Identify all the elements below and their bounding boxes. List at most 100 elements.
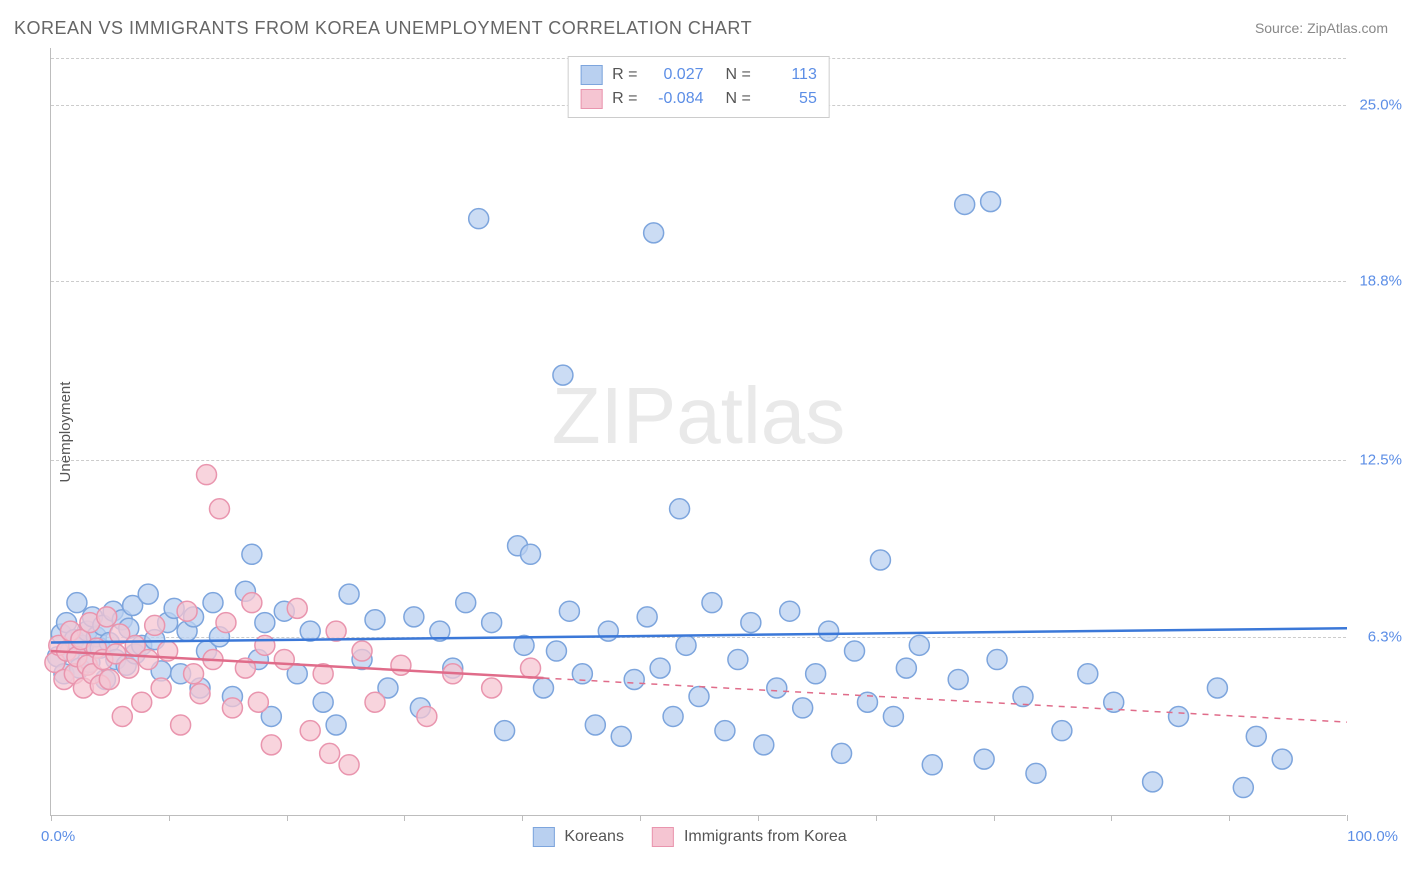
data-point <box>313 692 333 712</box>
data-point <box>209 499 229 519</box>
data-point <box>1169 706 1189 726</box>
data-point <box>974 749 994 769</box>
data-point <box>793 698 813 718</box>
data-point <box>754 735 774 755</box>
legend-series-label: Immigrants from Korea <box>684 828 847 846</box>
data-point <box>883 706 903 726</box>
x-tick <box>522 815 523 821</box>
data-point <box>119 658 139 678</box>
legend-swatch <box>580 65 602 85</box>
data-point <box>553 365 573 385</box>
data-point <box>1233 778 1253 798</box>
data-point <box>1143 772 1163 792</box>
scatter-points-layer <box>51 48 1346 815</box>
data-point <box>767 678 787 698</box>
data-point <box>365 692 385 712</box>
data-point <box>819 621 839 641</box>
data-point <box>650 658 670 678</box>
data-point <box>242 544 262 564</box>
data-point <box>365 610 385 630</box>
data-point <box>99 669 119 689</box>
data-point <box>184 664 204 684</box>
x-axis-min-label: 0.0% <box>41 828 75 845</box>
data-point <box>702 593 722 613</box>
x-tick <box>404 815 405 821</box>
data-point <box>255 635 275 655</box>
data-point <box>987 650 1007 670</box>
legend-r-value: 0.027 <box>648 66 704 84</box>
data-point <box>1207 678 1227 698</box>
data-point <box>670 499 690 519</box>
data-point <box>637 607 657 627</box>
source-attribution: Source: ZipAtlas.com <box>1255 20 1388 36</box>
data-point <box>171 715 191 735</box>
x-tick <box>758 815 759 821</box>
x-axis-max-label: 100.0% <box>1347 828 1398 845</box>
data-point <box>300 621 320 641</box>
x-tick <box>1347 815 1348 821</box>
y-tick-label: 6.3% <box>1368 628 1402 645</box>
data-point <box>138 584 158 604</box>
data-point <box>611 726 631 746</box>
data-point <box>780 601 800 621</box>
data-point <box>741 613 761 633</box>
data-point <box>1078 664 1098 684</box>
legend-n-value: 55 <box>761 90 817 108</box>
legend-row: R = -0.084 N = 55 <box>580 87 817 111</box>
data-point <box>190 684 210 704</box>
data-point <box>274 650 294 670</box>
data-point <box>482 678 502 698</box>
x-tick <box>169 815 170 821</box>
data-point <box>145 615 165 635</box>
data-point <box>806 664 826 684</box>
data-point <box>352 641 372 661</box>
legend-swatch <box>580 89 602 109</box>
data-point <box>896 658 916 678</box>
data-point <box>469 209 489 229</box>
data-point <box>300 721 320 741</box>
data-point <box>67 593 87 613</box>
x-tick <box>1229 815 1230 821</box>
data-point <box>456 593 476 613</box>
data-point <box>728 650 748 670</box>
data-point <box>495 721 515 741</box>
data-point <box>624 669 644 689</box>
legend-series-label: Koreans <box>564 828 624 846</box>
data-point <box>404 607 424 627</box>
legend-r-label: R = <box>612 66 637 84</box>
x-tick <box>640 815 641 821</box>
data-point <box>1052 721 1072 741</box>
trend-line <box>51 628 1347 642</box>
data-point <box>559 601 579 621</box>
data-point <box>1246 726 1266 746</box>
data-point <box>676 635 696 655</box>
series-legend: Koreans Immigrants from Korea <box>532 827 864 847</box>
legend-r-label: R = <box>612 90 637 108</box>
legend-row: R =0.027N =113 <box>580 63 817 87</box>
data-point <box>197 465 217 485</box>
data-point <box>922 755 942 775</box>
x-tick <box>51 815 52 821</box>
legend-swatch <box>652 827 674 847</box>
data-point <box>326 715 346 735</box>
data-point <box>151 678 171 698</box>
data-point <box>97 607 117 627</box>
data-point <box>981 192 1001 212</box>
legend-n-label: N = <box>726 90 751 108</box>
legend-r-value: -0.084 <box>648 90 704 108</box>
data-point <box>112 706 132 726</box>
data-point <box>689 687 709 707</box>
data-point <box>870 550 890 570</box>
data-point <box>242 593 262 613</box>
data-point <box>339 584 359 604</box>
y-tick-label: 18.8% <box>1359 273 1402 290</box>
y-tick-label: 12.5% <box>1359 452 1402 469</box>
data-point <box>248 692 268 712</box>
data-point <box>177 601 197 621</box>
data-point <box>663 706 683 726</box>
data-point <box>138 650 158 670</box>
x-tick <box>287 815 288 821</box>
correlation-legend: R =0.027N =113R =-0.084N =55 <box>567 56 830 118</box>
data-point <box>533 678 553 698</box>
data-point <box>955 194 975 214</box>
